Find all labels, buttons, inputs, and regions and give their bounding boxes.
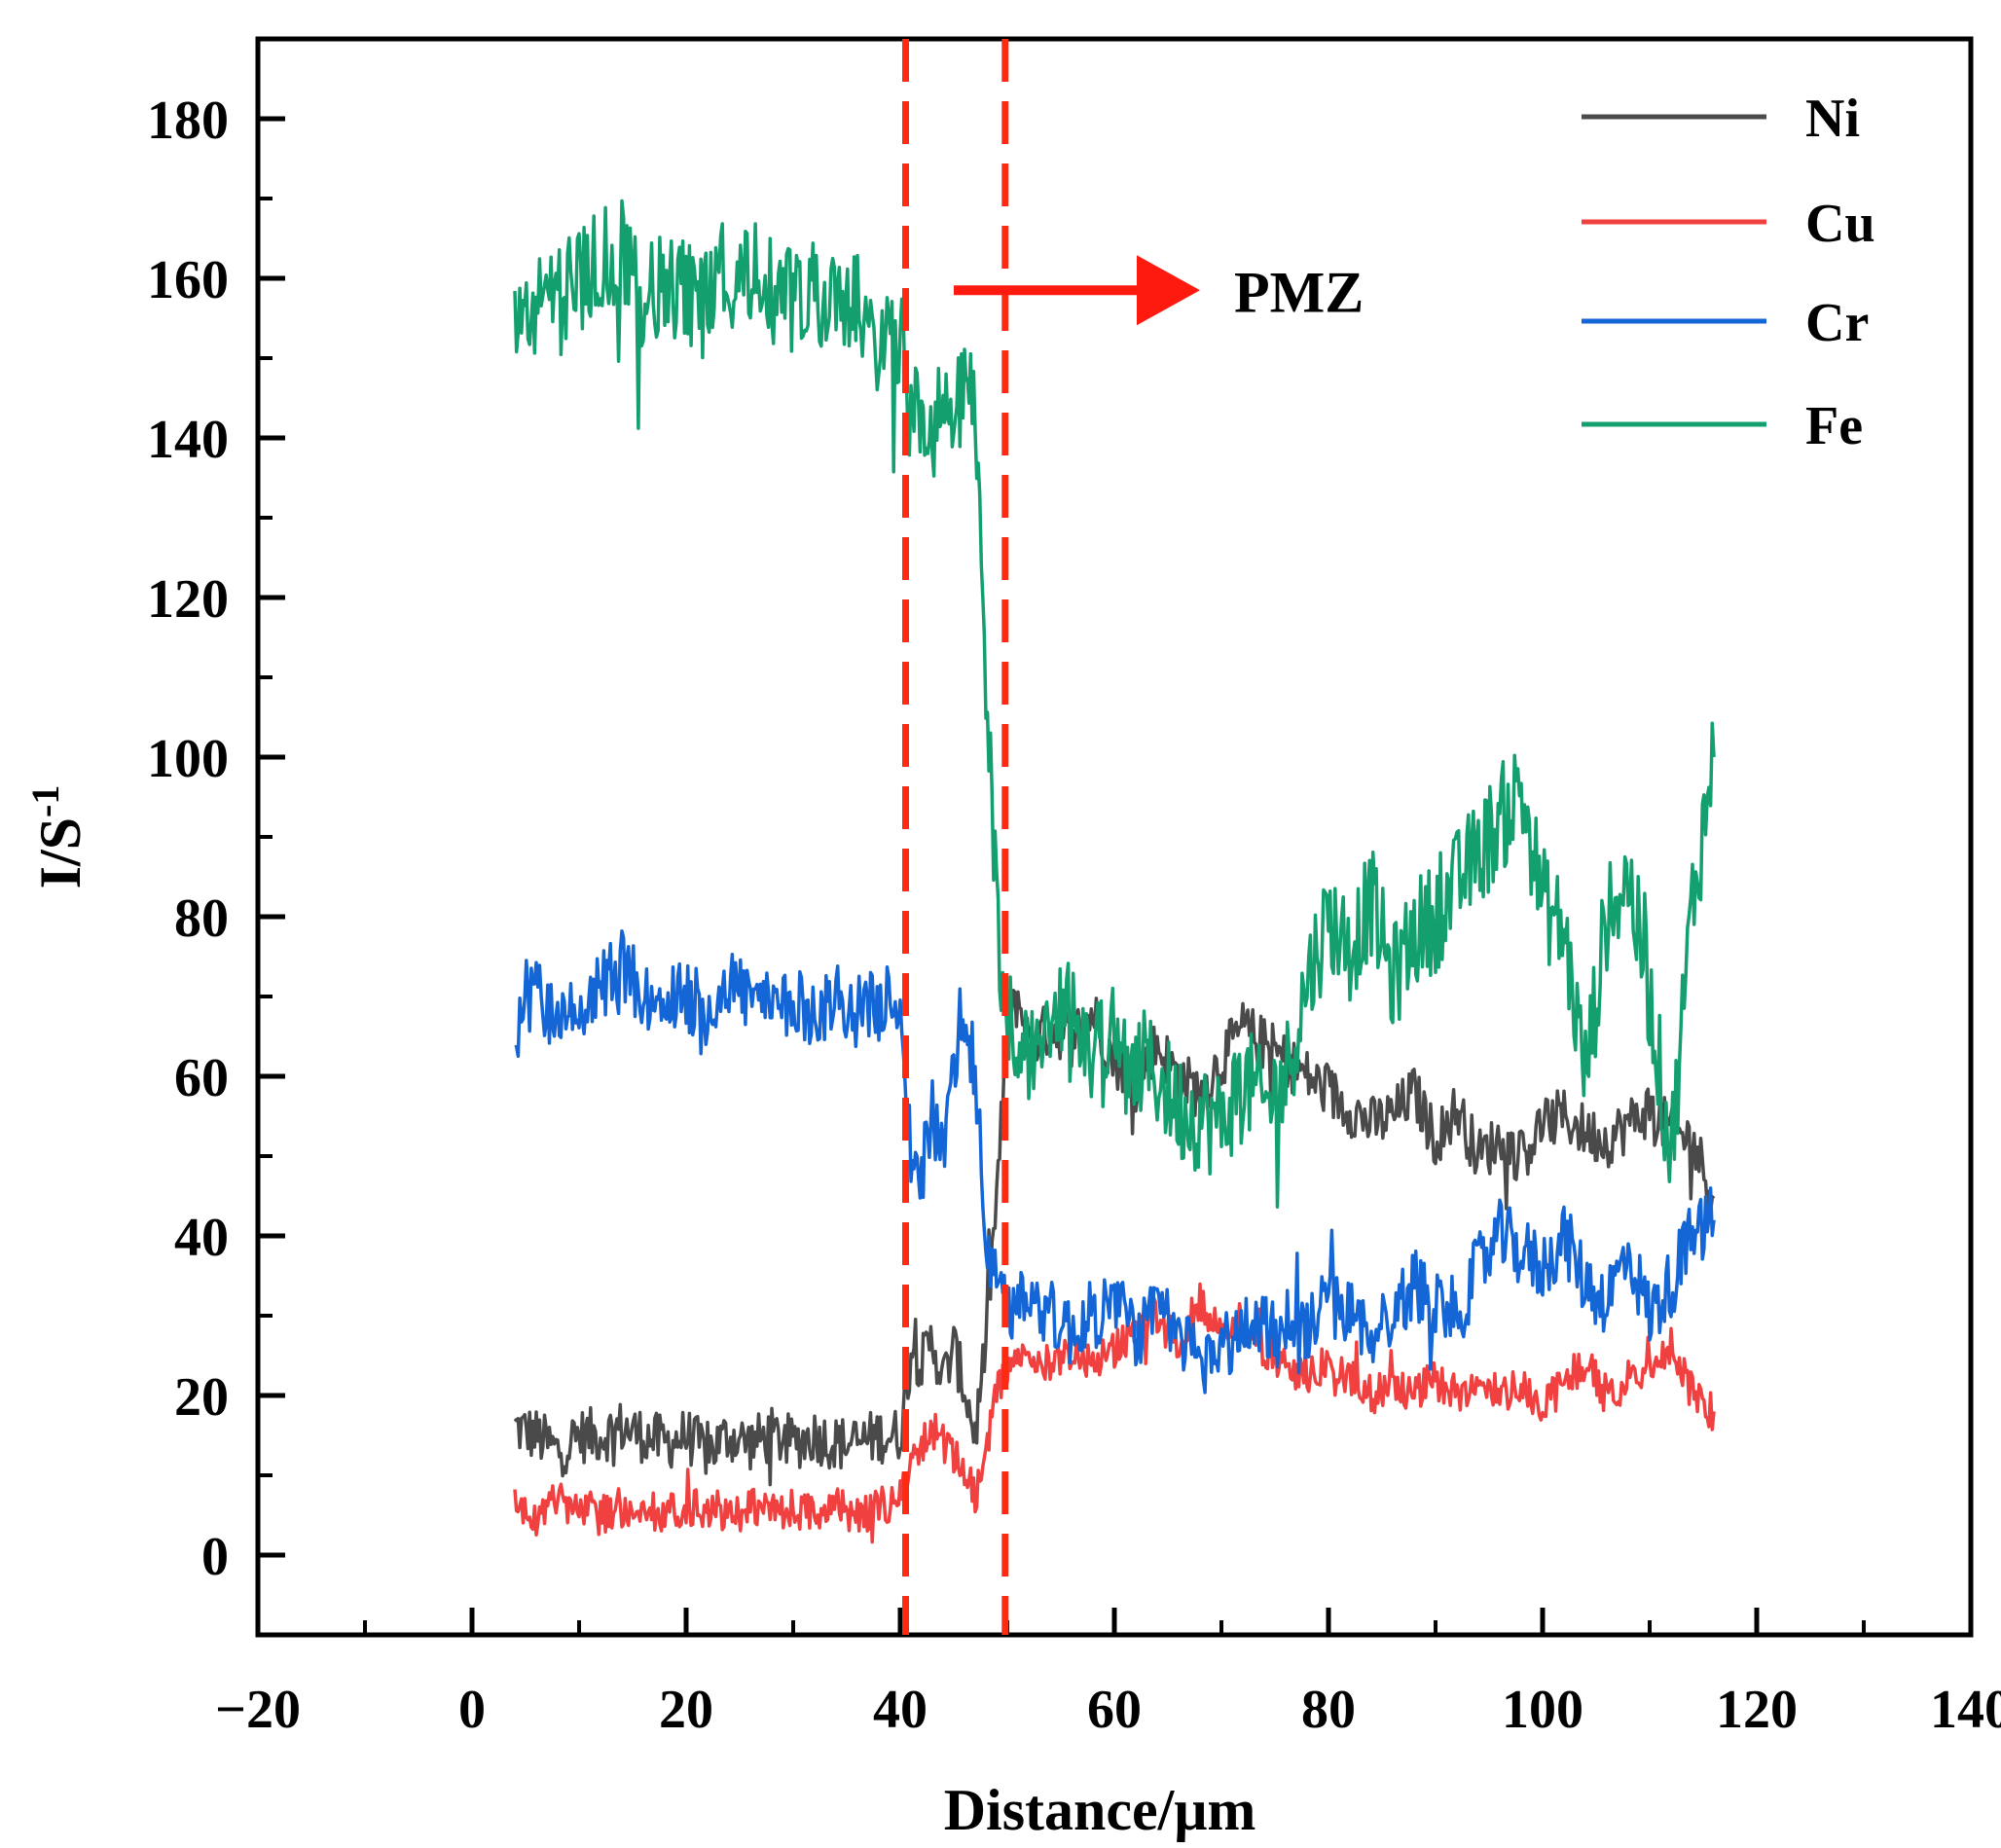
y-tick-label: 120 [147,569,229,630]
series-layer [513,199,1716,1544]
pmz-annotation: PMZ [954,255,1364,326]
y-tick-label: 100 [147,729,229,789]
x-tick-label: 120 [1716,1680,1798,1740]
x-tick-label: −20 [215,1680,301,1740]
y-axis-title-base: I/S [28,817,92,888]
pmz-label: PMZ [1234,260,1364,324]
x-tick-label: 140 [1930,1680,2001,1740]
tick-marks [255,37,1974,1637]
series-fe-line [513,199,1716,1209]
y-tick-label: 180 [147,91,229,151]
y-tick-label: 0 [201,1527,229,1587]
y-tick-label: 40 [174,1208,229,1268]
legend-label-cu: Cu [1805,194,1875,254]
y-axis-title: I/S-1 [23,785,92,889]
x-tick-label: 80 [1301,1680,1356,1740]
legend-label-ni: Ni [1805,89,1860,149]
legend: Ni Cu Cr Fe [1582,89,1875,456]
series-cr-line [514,928,1716,1395]
vline-layer [902,39,1009,1635]
x-tick-label: 100 [1502,1680,1583,1740]
pmz-arrow-head [1137,255,1200,326]
x-tick-label: 20 [659,1680,713,1740]
x-axis-title: Distance/μm [944,1778,1256,1842]
series-cu-line [513,1282,1716,1544]
x-tick-label: 0 [458,1680,486,1740]
y-tick-label: 80 [174,888,229,949]
y-tick-label: 140 [147,410,229,470]
legend-label-fe: Fe [1805,396,1863,456]
y-tick-label: 60 [174,1048,229,1108]
x-tick-label: 60 [1087,1680,1142,1740]
legend-label-cr: Cr [1805,293,1869,353]
tick-labels: −20 0 20 40 60 80 100 120 140 0 20 40 60 80 100 120 140 1… [147,91,2001,1740]
y-axis-title-superscript: -1 [23,785,67,817]
y-tick-label: 160 [147,250,229,310]
y-tick-label: 20 [174,1367,229,1428]
x-tick-label: 40 [873,1680,928,1740]
